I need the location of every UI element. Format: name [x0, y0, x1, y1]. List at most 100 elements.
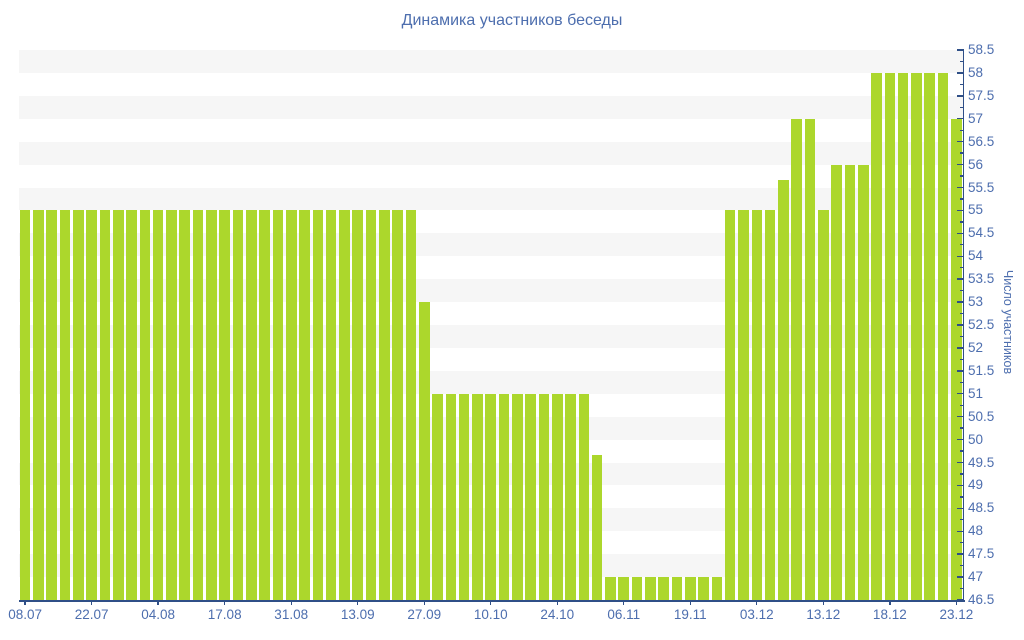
bar — [871, 72, 882, 600]
x-tick-label: 22.07 — [74, 607, 109, 622]
bar — [751, 210, 763, 600]
bar — [951, 118, 962, 600]
bar — [605, 577, 616, 600]
y-minor-tick — [960, 358, 964, 361]
bar — [551, 393, 563, 600]
chart-title: Динамика участников беседы — [401, 12, 623, 29]
y-tick-label: 51 — [968, 385, 984, 401]
y-minor-tick — [960, 496, 964, 498]
bar — [645, 577, 656, 600]
y-minor-tick — [960, 106, 964, 108]
y-tick-label: 54.5 — [968, 225, 995, 241]
x-tick-label: 08.07 — [8, 607, 43, 622]
bg-stripe — [18, 164, 963, 188]
bar — [844, 164, 856, 600]
bar — [724, 210, 736, 600]
y-minor-tick — [960, 312, 964, 315]
y-minor-tick — [960, 129, 964, 131]
x-tick — [756, 600, 758, 605]
x-tick-label: 04.08 — [141, 607, 176, 622]
y-tick-label: 58 — [968, 64, 984, 80]
y-tick — [957, 278, 964, 280]
x-tick — [689, 600, 691, 605]
y-minor-tick — [960, 244, 964, 246]
x-tick-label: 27.09 — [407, 607, 442, 622]
y-minor-tick — [960, 519, 964, 521]
y-tick-label: 56 — [968, 156, 984, 172]
y-tick-label: 50 — [968, 431, 984, 447]
bar — [578, 393, 590, 600]
y-tick-label: 55 — [968, 202, 984, 218]
y-tick-label: 52 — [968, 339, 984, 355]
bar — [924, 72, 936, 600]
bar — [857, 164, 869, 600]
x-tick-label: 06.11 — [607, 607, 641, 622]
bar — [618, 577, 630, 600]
x-tick-label: 23.12 — [939, 607, 974, 622]
bar — [565, 393, 576, 600]
y-tick — [957, 95, 964, 97]
x-tick-label: 03.12 — [739, 607, 774, 622]
y-minor-tick — [960, 564, 964, 567]
x-tick-label: 13.12 — [806, 607, 841, 622]
y-tick — [957, 461, 964, 464]
y-tick — [957, 324, 964, 326]
bar — [206, 210, 217, 600]
bar — [418, 302, 430, 600]
y-tick — [957, 209, 964, 212]
y-tick-label: 52.5 — [968, 317, 995, 332]
bar — [458, 393, 470, 600]
bar — [764, 210, 776, 600]
x-tick — [157, 600, 159, 605]
y-minor-tick — [960, 83, 964, 86]
bar — [365, 210, 377, 600]
bar — [19, 210, 31, 600]
bar — [112, 210, 124, 600]
y-tick — [957, 347, 964, 349]
y-minor-tick — [960, 381, 964, 383]
bar — [392, 210, 403, 600]
bar — [591, 455, 603, 600]
x-axis-line — [18, 600, 965, 602]
y-tick — [957, 72, 964, 74]
x-tick — [955, 600, 958, 605]
bar — [33, 210, 44, 600]
bar — [472, 393, 483, 600]
bar — [911, 72, 922, 600]
bar — [538, 393, 550, 600]
y-tick — [957, 484, 964, 487]
x-tick — [423, 600, 425, 605]
y-tick-label: 48 — [968, 523, 984, 539]
y-tick — [957, 530, 964, 532]
bg-stripe — [18, 118, 963, 142]
x-tick-label: 13.09 — [340, 607, 375, 622]
y-minor-tick — [960, 587, 964, 590]
bar — [937, 72, 949, 600]
y-tick-label: 55.5 — [968, 179, 995, 195]
bar — [658, 577, 669, 600]
y-tick — [957, 370, 964, 372]
x-tick — [556, 600, 558, 605]
y-minor-tick — [960, 427, 964, 429]
bar — [192, 210, 204, 600]
bar — [299, 210, 310, 600]
y-tick-label: 53.5 — [968, 271, 995, 287]
bar — [126, 210, 137, 600]
bar — [86, 210, 97, 600]
x-tick — [623, 600, 625, 605]
bar — [179, 210, 191, 600]
y-tick — [957, 507, 964, 510]
bar — [498, 393, 510, 600]
bar — [684, 577, 696, 600]
bar — [232, 210, 244, 600]
bar — [818, 210, 829, 600]
bg-stripe — [18, 72, 963, 96]
y-tick — [957, 163, 964, 166]
y-tick — [957, 415, 964, 418]
y-minor-tick — [960, 221, 964, 223]
bg-stripe — [18, 141, 963, 165]
bar — [698, 577, 709, 600]
x-tick — [223, 600, 226, 605]
bar — [152, 210, 164, 600]
